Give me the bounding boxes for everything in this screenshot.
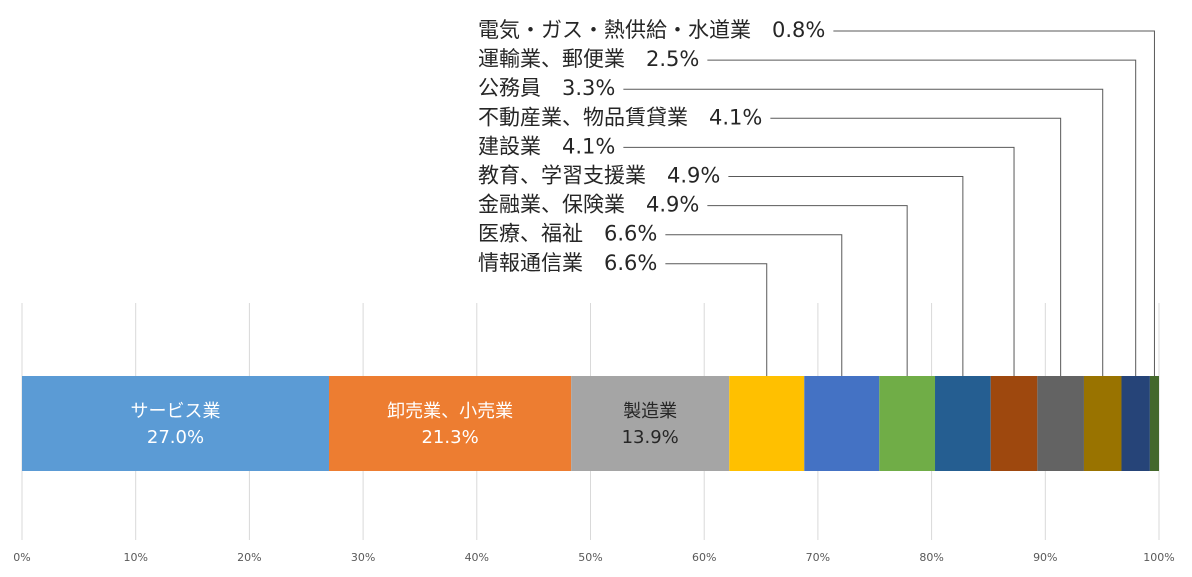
leader-line (623, 88, 1104, 376)
segment-value-label: 13.9% (622, 427, 679, 448)
leader-lines (623, 30, 1155, 376)
callout-label: 公務員 3.3% (478, 76, 615, 100)
callout-label: 金融業、保険業 4.9% (478, 193, 699, 217)
bar-segment (328, 376, 572, 471)
segment-name-label: 製造業 (623, 401, 677, 422)
inside-labels: サービス業 27.0% 卸売業、小売業 21.3% 製造業 13.9% (130, 401, 678, 448)
x-tick-label: 60% (692, 551, 716, 564)
x-tick-label: 40% (465, 551, 489, 564)
leader-line (707, 59, 1137, 376)
callout-label: 運輸業、郵便業 2.5% (478, 47, 699, 71)
segment-value-label: 21.3% (421, 427, 478, 448)
bar-segment (1149, 376, 1159, 471)
x-tick-label: 10% (123, 551, 147, 564)
bar-segment (879, 376, 936, 471)
callout-label: 不動産業、物品賃貸業 4.1% (478, 105, 762, 129)
x-tick-label: 30% (351, 551, 375, 564)
leader-line (665, 234, 843, 376)
leader-line (833, 30, 1155, 376)
callout-label: 医療、福祉 6.6% (478, 222, 657, 246)
leader-line (770, 117, 1062, 376)
x-tick-label: 20% (237, 551, 261, 564)
leader-line (665, 263, 768, 376)
x-tick-label: 90% (1033, 551, 1057, 564)
leader-line (728, 176, 964, 376)
leader-line (623, 146, 1015, 376)
segment-value-label: 27.0% (147, 427, 204, 448)
bar-segment (729, 376, 805, 471)
bar-segment (1121, 376, 1150, 471)
segment-name-label: 卸売業、小売業 (387, 401, 513, 422)
callout-label: 教育、学習支援業 4.9% (478, 164, 720, 188)
bar-segments (22, 376, 1159, 471)
x-tick-label: 50% (578, 551, 602, 564)
bar-segment (22, 376, 329, 471)
callout-label: 建設業 4.1% (478, 134, 615, 158)
bar-segment (935, 376, 991, 471)
segment-name-label: サービス業 (130, 401, 220, 422)
bar-segment (990, 376, 1038, 471)
x-tick-label: 0% (13, 551, 30, 564)
x-tick-label: 100% (1143, 551, 1174, 564)
bar-segment (1037, 376, 1084, 471)
callout-labels: 電気・ガス・熱供給・水道業 0.8% 運輸業、郵便業 2.5% 公務員 3.3% 不動… (478, 18, 825, 275)
callout-label: 電気・ガス・熱供給・水道業 0.8% (478, 18, 825, 42)
x-tick-label: 80% (919, 551, 943, 564)
leader-line (707, 205, 908, 376)
callout-label: 情報通信業 6.6% (478, 251, 657, 275)
bar-segment (571, 376, 730, 471)
bar-segment (804, 376, 880, 471)
x-tick-label: 70% (806, 551, 830, 564)
bar-segment (1083, 376, 1122, 471)
x-axis-ticks: 0% 10% 20% 30% 40% 50% 60% 70% 80% 90% 100% (13, 551, 1174, 564)
